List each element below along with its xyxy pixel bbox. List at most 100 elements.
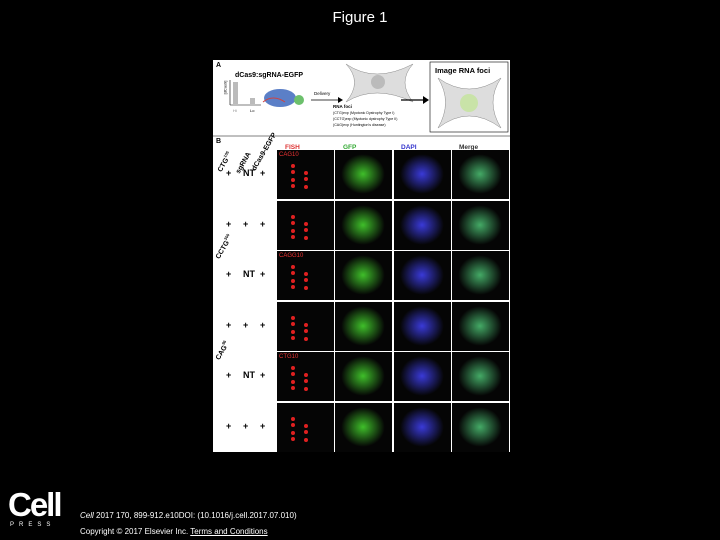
focus [304,322,308,327]
focus [304,423,308,428]
micrograph [335,150,393,199]
focus [291,214,295,219]
condition: + [226,319,232,330]
signal [341,154,386,194]
micrograph [277,402,334,452]
micrograph [451,251,509,300]
group-label: CCTG300 [213,233,234,261]
signal [457,204,502,245]
focus [291,279,295,283]
signal [457,305,502,346]
column-header: Merge [459,144,479,151]
bar-icon [233,82,238,104]
foci-label: RNA foci [333,104,352,109]
micrograph [335,301,393,351]
focus [291,220,295,225]
group-target: CCTG [214,239,231,261]
foci-item: (CAG)exp (Huntington's disease) [333,123,386,127]
micrograph: CAGG10 [277,251,334,300]
panel-label: A [216,62,222,69]
rna-icon [262,97,286,103]
focus [304,177,308,181]
signal [399,154,444,194]
micrograph [277,200,334,250]
nucleus-icon [371,75,385,89]
condition: NT [243,168,255,178]
micrograph [335,352,393,401]
focus [291,416,295,421]
condition: NT [243,370,255,380]
bar-label: Hi [233,108,237,113]
focus [304,336,308,341]
arrow-head [338,97,343,103]
focus [291,285,295,289]
focus [291,178,295,182]
focus [304,379,308,383]
signal [457,406,502,447]
terms-link[interactable]: Terms and Conditions [190,527,268,536]
focus [291,436,295,441]
condition: + [260,168,266,178]
condition: + [226,269,232,279]
signal [341,305,386,346]
condition: + [260,370,266,380]
focus [291,271,295,275]
signal [457,356,502,396]
probe-label: CAGG10 [279,253,304,259]
probe-label: CTG10 [279,354,299,360]
signal [399,356,444,396]
micrograph: CAG10 [277,150,334,199]
column-header: FISH [285,144,300,151]
focus [291,234,295,239]
focus [304,227,308,232]
focus [291,170,295,174]
micrograph [393,150,451,199]
signal [457,154,502,194]
focus [304,185,308,189]
egfp-icon [294,95,304,105]
condition: + [243,218,249,229]
focus [304,235,308,240]
panel-label: B [216,138,222,145]
construct-label: dCas9:sgRNA-EGFP [235,72,304,79]
micrograph [393,402,451,452]
signal [399,204,444,245]
focus [291,321,295,326]
focus [291,265,295,269]
focus [291,164,295,168]
micrograph [451,352,509,401]
focus [304,387,308,391]
micrograph [335,251,393,300]
focus [291,386,295,390]
micrograph [393,251,451,300]
nucleus-icon [460,94,478,112]
signal [399,406,444,447]
focus [291,430,295,435]
focus [291,329,295,334]
focus [304,278,308,282]
focus [304,171,308,175]
condition: + [243,319,249,330]
signal [399,305,444,346]
condition: NT [243,269,255,279]
foci-item: (CTG)exp (Myotonic Dystrophy Type I) [333,111,395,115]
micrograph [277,301,334,351]
micrograph [335,200,393,250]
condition: + [260,420,266,431]
focus [304,272,308,276]
micrograph: CTG10 [277,352,334,401]
condition: + [226,168,232,178]
focus [291,366,295,370]
figure: A dCas9:sgRNA-EGFP [dCas9] Hi Lo Deliver… [213,60,510,452]
focus [291,335,295,340]
focus [291,315,295,320]
logo: Cell [8,486,63,523]
focus [291,422,295,427]
citation-text: 2017 170, 899-912.e10DOI: (10.1016/j.cel… [96,511,297,520]
logo-subtitle: PRESS [10,522,56,528]
condition: + [226,420,232,431]
micrograph [335,402,393,452]
bar-icon [250,98,255,104]
focus [304,373,308,377]
